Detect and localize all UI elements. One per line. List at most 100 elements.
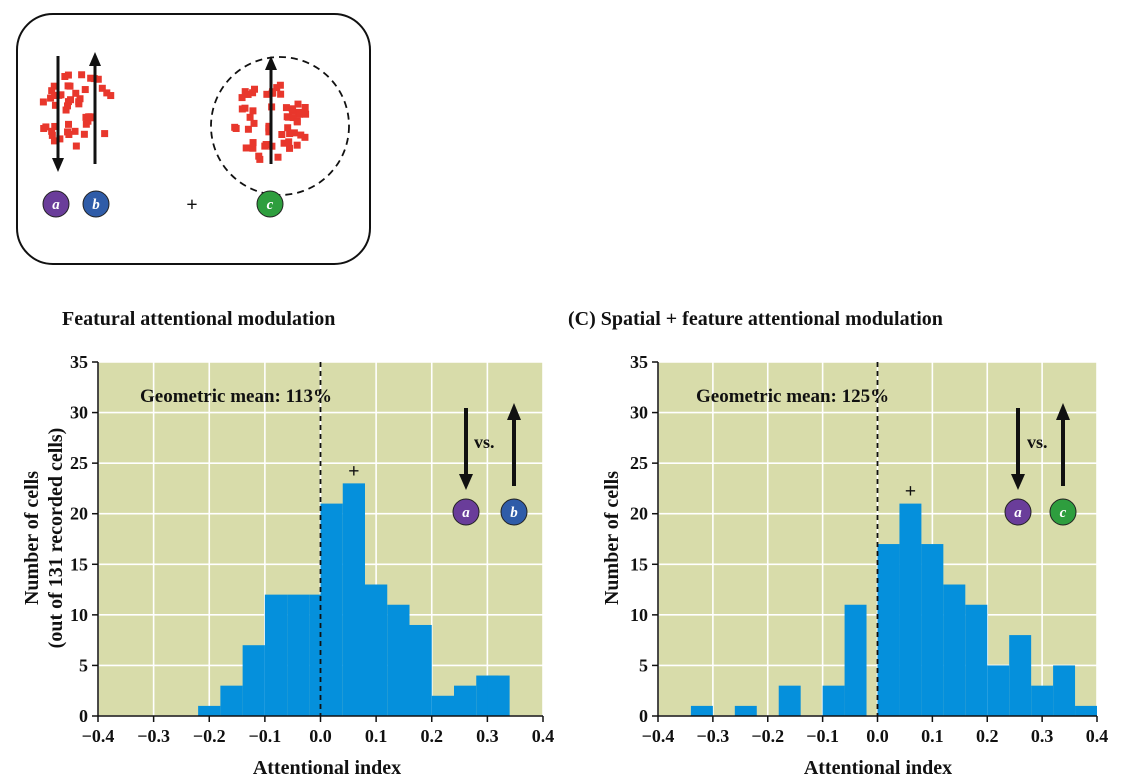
x-tick-label: 0.1 — [365, 726, 388, 746]
stimulus-dot — [284, 113, 292, 121]
x-tick-label: 0.0 — [866, 726, 889, 746]
x-tick-label: −0.1 — [806, 726, 839, 746]
stimulus-dot — [48, 131, 56, 139]
stimulus-dot — [294, 100, 302, 108]
stimulus-dot — [62, 106, 70, 114]
x-tick-label: 0.2 — [976, 726, 999, 746]
y-axis-label: Number of cells — [601, 471, 623, 605]
x-axis-label: Attentional index — [804, 757, 952, 779]
stimulus-dot — [293, 118, 301, 126]
badge-a-icon: a — [452, 498, 480, 526]
stimulus-dot — [265, 122, 273, 130]
y-tick-label: 30 — [630, 403, 648, 423]
stimulus-dot — [297, 131, 305, 139]
stimulus-inset: a b + c — [16, 13, 371, 265]
chart-spatial-feature: (C) Spatial + feature attentional modula… — [568, 308, 1108, 779]
stimulus-dot — [295, 110, 303, 118]
histogram-bar — [198, 705, 221, 716]
x-tick-label: 0.4 — [1086, 726, 1109, 746]
arrow-down-icon — [1011, 408, 1025, 490]
x-tick-label: 0.3 — [1031, 726, 1054, 746]
histogram-bars — [198, 483, 510, 716]
stimulus-dot — [51, 122, 59, 130]
y-tick-label: 25 — [70, 453, 88, 473]
arrow-up-icon — [507, 403, 521, 486]
stimulus-dot — [85, 113, 93, 121]
svg-text:c: c — [267, 197, 274, 213]
stimulus-dot — [51, 101, 59, 109]
stimulus-dot — [71, 127, 79, 135]
histogram-bar — [264, 594, 288, 716]
histogram-bar — [778, 685, 801, 716]
stimulus-dot — [274, 153, 282, 161]
stimulus-dot — [78, 71, 86, 79]
stimulus-dot — [244, 125, 252, 133]
stimulus-dot — [282, 104, 290, 112]
stimulus-dot — [64, 102, 72, 110]
chart-title: Featural attentional modulation — [62, 308, 335, 330]
y-tick-label: 5 — [639, 655, 648, 675]
svg-text:vs.: vs. — [474, 432, 495, 452]
y-tick-label: 25 — [630, 453, 648, 473]
x-tick-label: −0.4 — [82, 726, 115, 746]
histogram-bar — [409, 624, 432, 716]
badge-a-icon: a — [42, 190, 70, 218]
stimulus-dot — [75, 100, 83, 108]
svg-text:a: a — [52, 197, 60, 213]
stimulus-dot — [286, 130, 294, 138]
svg-text:b: b — [510, 505, 518, 521]
badge-a-icon: a — [1004, 498, 1032, 526]
x-tick-label: 0.1 — [921, 726, 944, 746]
arrow-up-icon — [1056, 403, 1070, 486]
x-tick-label: −0.4 — [642, 726, 675, 746]
x-tick-label: 0.3 — [476, 726, 499, 746]
y-axis-label: Number of cells — [21, 471, 43, 605]
histogram-bar — [220, 685, 243, 716]
arrow-up-icon — [265, 56, 277, 164]
stimulus-dot — [269, 88, 277, 96]
y-tick-label: 10 — [630, 605, 648, 625]
y-tick-label: 35 — [70, 352, 88, 372]
dot-patch-right — [231, 81, 310, 163]
inset-frame — [16, 13, 371, 265]
arrow-down-icon — [52, 56, 64, 172]
stimulus-dot — [40, 124, 48, 132]
stimulus-dot — [301, 103, 309, 111]
stimulus-dot — [61, 72, 69, 80]
stimulus-dot — [278, 130, 286, 138]
stimulus-dot — [246, 113, 254, 121]
fixation-cross: + — [186, 194, 197, 216]
badge-c-icon: c — [256, 190, 284, 218]
histogram-bar — [734, 705, 757, 716]
stimulus-dot — [48, 87, 56, 95]
stimulus-dot — [98, 84, 106, 92]
stimulus-dot — [64, 71, 72, 79]
stimulus-dot — [48, 127, 56, 135]
svg-text:a: a — [1014, 505, 1022, 521]
stimulus-dot — [249, 89, 257, 97]
x-tick-label: 0.0 — [309, 726, 332, 746]
stimulus-dot — [94, 75, 102, 83]
x-tick-label: −0.1 — [248, 726, 281, 746]
histogram-bar — [342, 483, 365, 716]
stimulus-dot — [242, 144, 250, 152]
stimulus-dot — [290, 129, 298, 137]
stimulus-dot — [84, 117, 92, 125]
stimulus-dot — [56, 135, 64, 143]
y-tick-label: 10 — [70, 605, 88, 625]
histogram-bar — [987, 665, 1010, 716]
histogram-bar — [690, 705, 713, 716]
arrow-up-icon — [89, 52, 101, 164]
x-tick-label: −0.2 — [193, 726, 226, 746]
stimulus-dot — [284, 124, 292, 132]
stimulus-dot — [249, 144, 257, 152]
histogram-bar — [431, 695, 454, 716]
histogram-bar — [242, 645, 265, 716]
stimulus-dot — [255, 152, 263, 160]
histogram-bar — [822, 685, 845, 716]
y-tick-label: 5 — [79, 655, 88, 675]
stimulus-dot — [285, 138, 293, 146]
stimulus-dot — [80, 130, 88, 138]
y-tick-label: 30 — [70, 403, 88, 423]
stimulus-dot — [288, 105, 296, 113]
